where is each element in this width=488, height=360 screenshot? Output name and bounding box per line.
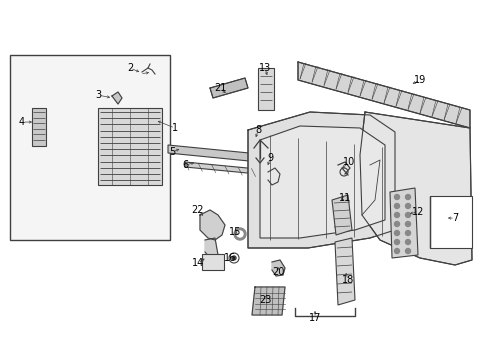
Polygon shape (271, 260, 285, 276)
Circle shape (394, 230, 399, 235)
Circle shape (405, 194, 409, 199)
Polygon shape (184, 162, 319, 180)
Circle shape (394, 194, 399, 199)
Circle shape (405, 248, 409, 253)
Text: 7: 7 (451, 213, 457, 223)
Circle shape (405, 221, 409, 226)
Polygon shape (389, 188, 417, 258)
Circle shape (405, 230, 409, 235)
Bar (429, 196, 471, 248)
Polygon shape (204, 238, 218, 260)
Polygon shape (260, 126, 384, 238)
Circle shape (231, 256, 236, 260)
Text: 4: 4 (19, 117, 25, 127)
Circle shape (394, 212, 399, 217)
Text: 13: 13 (258, 63, 270, 73)
Text: 10: 10 (342, 157, 354, 167)
Text: 21: 21 (213, 83, 226, 93)
Text: 14: 14 (191, 258, 203, 268)
Polygon shape (251, 287, 285, 315)
Circle shape (237, 231, 243, 237)
Polygon shape (200, 210, 224, 240)
Polygon shape (98, 108, 162, 185)
Text: 12: 12 (411, 207, 423, 217)
Text: 17: 17 (308, 313, 321, 323)
Polygon shape (168, 145, 319, 168)
Text: 1: 1 (172, 123, 178, 133)
Polygon shape (209, 78, 247, 98)
Bar (32, 108, 46, 146)
Circle shape (234, 228, 245, 240)
Circle shape (405, 212, 409, 217)
Polygon shape (359, 112, 471, 265)
Circle shape (405, 203, 409, 208)
Circle shape (394, 203, 399, 208)
Text: 20: 20 (271, 267, 284, 277)
Text: 6: 6 (182, 160, 188, 170)
Circle shape (394, 248, 399, 253)
Text: 22: 22 (191, 205, 204, 215)
Bar (10, 55, 170, 240)
Circle shape (394, 221, 399, 226)
Text: 9: 9 (266, 153, 272, 163)
Circle shape (405, 239, 409, 244)
Text: 3: 3 (95, 90, 101, 100)
Text: 23: 23 (258, 295, 271, 305)
Text: 19: 19 (413, 75, 425, 85)
Text: 8: 8 (254, 125, 261, 135)
Polygon shape (297, 62, 469, 128)
Text: 18: 18 (341, 275, 353, 285)
Text: 5: 5 (168, 147, 175, 157)
Bar (258, 68, 273, 110)
Bar (202, 254, 224, 270)
Circle shape (394, 239, 399, 244)
Text: 11: 11 (338, 193, 350, 203)
Text: 16: 16 (224, 253, 236, 263)
Text: 15: 15 (228, 227, 241, 237)
Polygon shape (247, 112, 394, 248)
Polygon shape (334, 238, 354, 305)
Polygon shape (331, 195, 351, 235)
Polygon shape (112, 92, 122, 104)
Text: 2: 2 (126, 63, 133, 73)
